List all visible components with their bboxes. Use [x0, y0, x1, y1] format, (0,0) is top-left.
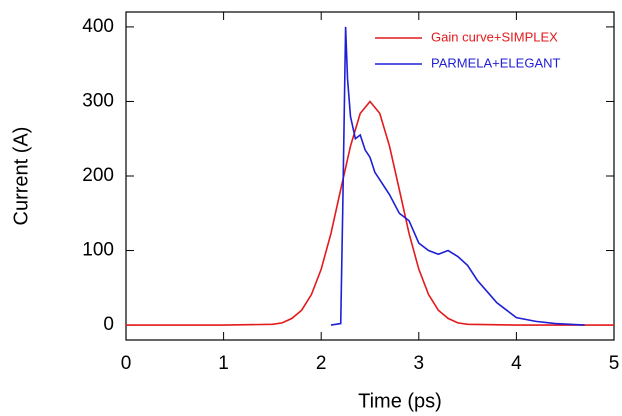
y-tick-label: 200 — [82, 165, 114, 186]
x-tick-label: 3 — [414, 353, 425, 374]
x-axis-label: Time (ps) — [358, 390, 442, 412]
y-tick-label: 100 — [82, 240, 114, 261]
data-line — [330, 26, 585, 326]
x-tick-label: 0 — [121, 353, 132, 374]
y-tick-label: 0 — [103, 314, 114, 335]
x-tick-label: 4 — [511, 353, 522, 374]
x-tick-label: 2 — [316, 353, 327, 374]
x-tick-label: 5 — [609, 353, 620, 374]
data-line — [126, 100, 614, 326]
y-tick-label: 400 — [82, 16, 114, 37]
legend-label: Gain curve+SIMPLEX — [431, 29, 558, 44]
y-axis-label: Current (A) — [10, 127, 32, 226]
legend-label: PARMELA+ELEGANT — [431, 55, 561, 70]
y-tick-label: 300 — [82, 90, 114, 111]
x-tick-label: 1 — [218, 353, 229, 374]
